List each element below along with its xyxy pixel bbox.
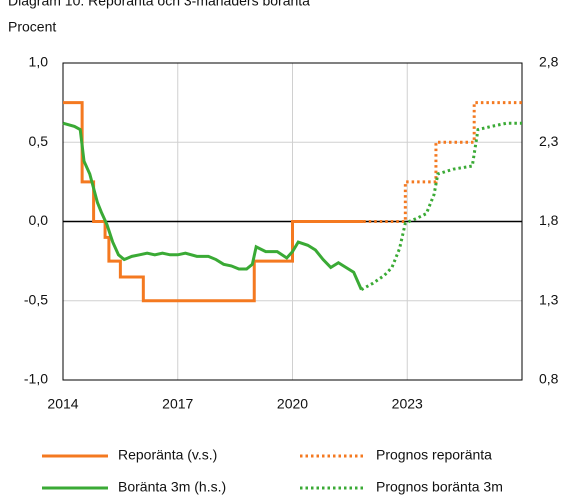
y-tick-label: -1,0 bbox=[24, 371, 48, 387]
series-line bbox=[363, 101, 522, 223]
series-line bbox=[62, 121, 363, 291]
y2-tick-label: 0,8 bbox=[539, 371, 559, 387]
y-tick-label: 0,0 bbox=[29, 212, 49, 228]
chart-title: Diagram 10. Reporänta och 3-månaders bor… bbox=[8, 0, 310, 9]
y-tick-label: 0,5 bbox=[29, 133, 49, 149]
x-tick-label: 2023 bbox=[392, 396, 423, 412]
y-tick-label: -0,5 bbox=[24, 291, 48, 307]
legend-label: Boränta 3m (h.s.) bbox=[118, 479, 226, 495]
legend-label: Reporänta (v.s.) bbox=[118, 447, 217, 463]
y2-tick-label: 2,3 bbox=[539, 133, 559, 149]
y2-tick-label: 2,8 bbox=[539, 54, 559, 70]
series-line bbox=[360, 121, 522, 291]
y2-tick-label: 1,8 bbox=[539, 212, 559, 228]
x-tick-label: 2017 bbox=[162, 396, 193, 412]
x-tick-label: 2014 bbox=[47, 396, 78, 412]
legend-label: Prognos boränta 3m bbox=[376, 479, 503, 495]
x-tick-label: 2020 bbox=[277, 396, 308, 412]
chart-subtitle: Procent bbox=[8, 19, 56, 35]
plot-frame bbox=[62, 62, 523, 381]
y2-tick-label: 1,3 bbox=[539, 291, 559, 307]
series-line bbox=[63, 101, 364, 303]
legend-label: Prognos reporänta bbox=[376, 447, 492, 463]
y-tick-label: 1,0 bbox=[29, 54, 49, 70]
